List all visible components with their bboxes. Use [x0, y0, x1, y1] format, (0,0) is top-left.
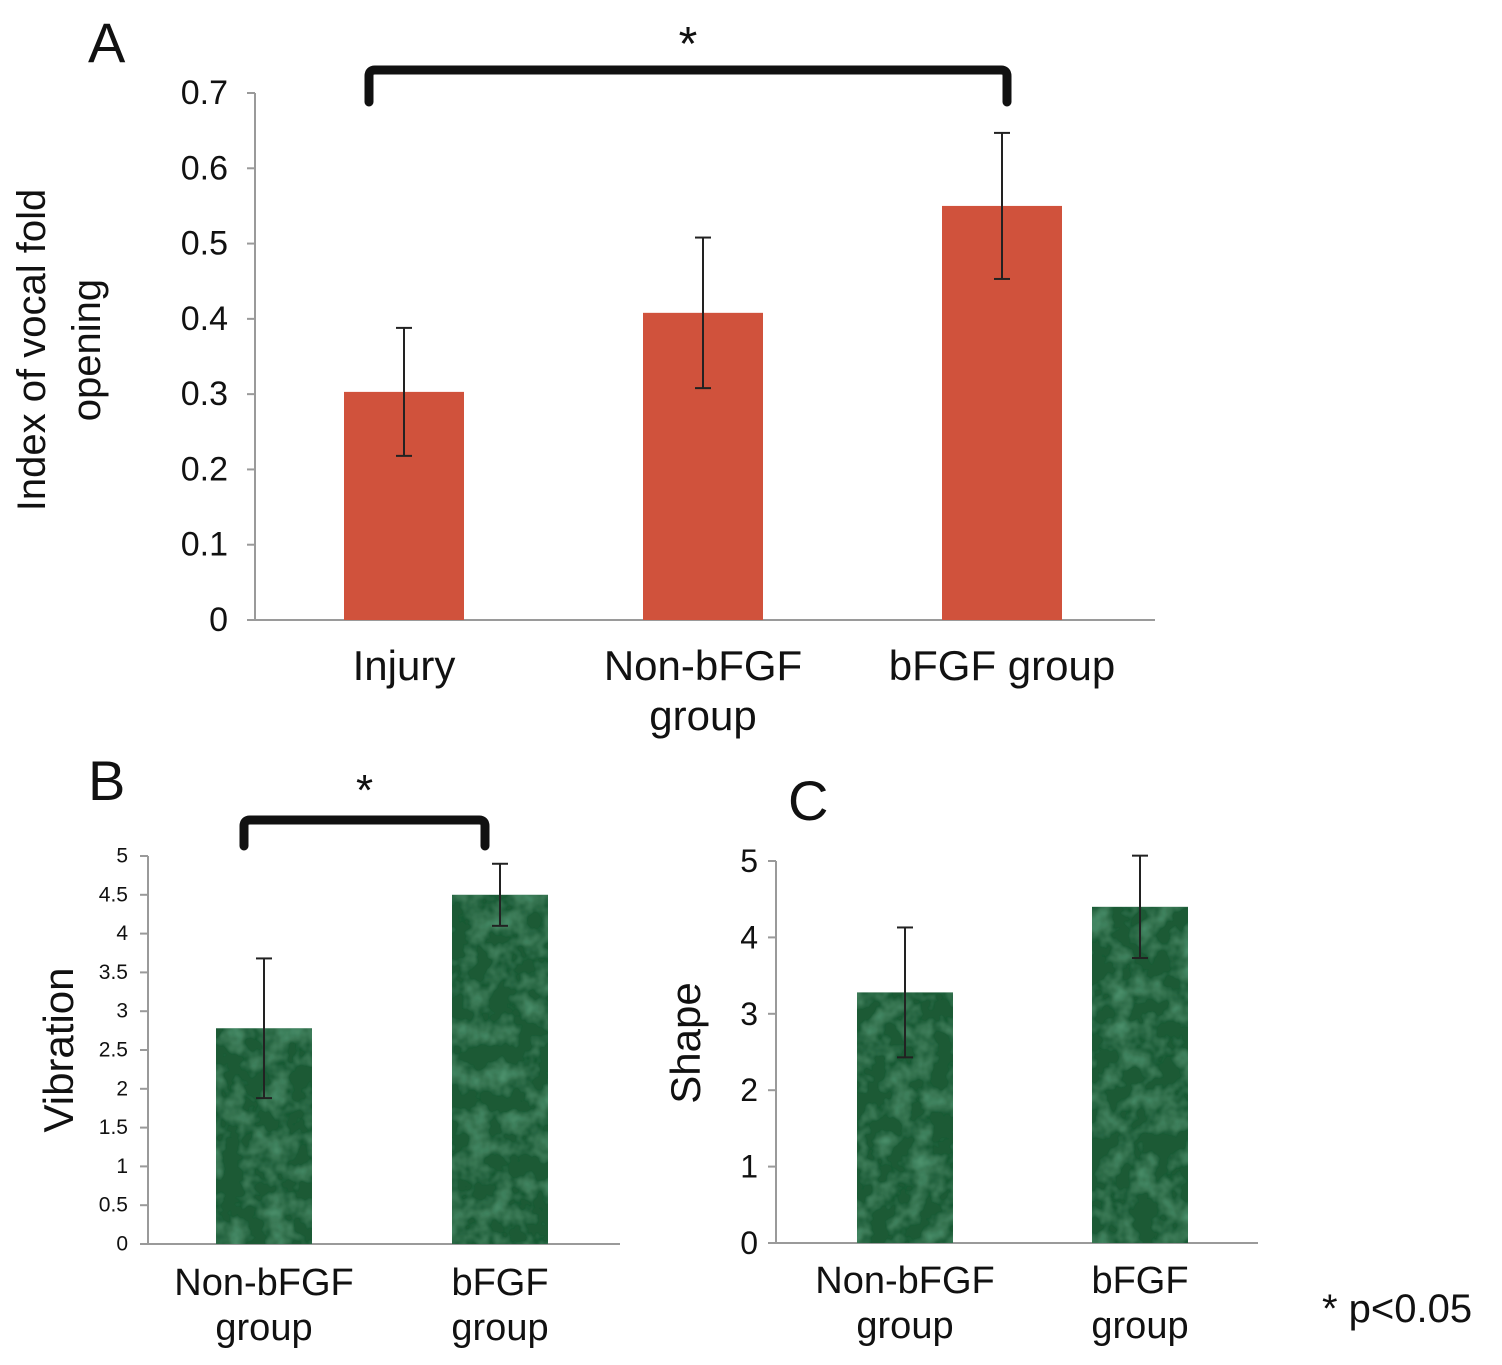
- x-category-label-line: Non-bFGF: [174, 1262, 353, 1304]
- y-axis-label-line: opening: [65, 279, 109, 421]
- y-tick-label: 0.3: [181, 375, 228, 413]
- x-category-label-line: group: [451, 1307, 548, 1349]
- y-tick-label: 4: [116, 922, 128, 945]
- y-tick-label: 3: [116, 1000, 128, 1023]
- x-category-label-line: bFGF: [1091, 1260, 1188, 1302]
- significance-mark: *: [356, 766, 373, 815]
- x-category-label: bFGF group: [1091, 1260, 1188, 1347]
- y-axis-label-line: Vibration: [35, 967, 82, 1132]
- y-tick-label: 2: [740, 1072, 758, 1108]
- y-tick-label: 0: [116, 1233, 128, 1256]
- x-category-label-line: Injury: [353, 642, 456, 689]
- y-tick-label: 1.5: [99, 1116, 128, 1139]
- x-category-label-line: bFGF: [451, 1262, 548, 1304]
- bar: [1092, 906, 1188, 1243]
- y-tick-label: 3: [740, 996, 758, 1032]
- significance-bracket: [239, 815, 490, 851]
- y-tick-label: 4: [740, 919, 758, 955]
- y-axis-label-line: Index of vocal fold: [10, 189, 54, 511]
- x-category-label-line: Non-bFGF: [815, 1260, 994, 1302]
- x-category-label: Non-bFGF group: [815, 1260, 994, 1347]
- panel-letter: C: [788, 769, 828, 832]
- y-tick-label: 0.2: [181, 450, 228, 488]
- y-tick-label: 2: [116, 1077, 128, 1100]
- x-category-label: Non-bFGF group: [174, 1262, 353, 1349]
- y-tick-label: 4.5: [99, 883, 128, 906]
- x-category-label-line: Non-bFGF: [604, 642, 802, 689]
- y-tick-label: 0.5: [99, 1194, 128, 1217]
- panel-letter: B: [88, 749, 125, 812]
- significance-bracket: [364, 65, 1012, 107]
- y-tick-label: 3.5: [99, 961, 128, 984]
- x-category-label: bFGF group: [889, 642, 1115, 689]
- x-category-label-line: group: [649, 692, 756, 739]
- panel-letter: A: [88, 11, 126, 74]
- x-category-label: Injury: [353, 642, 456, 689]
- y-tick-label: 0.4: [181, 300, 228, 338]
- x-category-label-line: bFGF group: [889, 642, 1115, 689]
- y-tick-label: 0: [740, 1225, 758, 1261]
- panel-a-chart: A 0 0.1 0.2 0.3 0.4 0.5 0.6 0.7 Index of vocal fo…: [10, 11, 1155, 739]
- y-tick-label: 0.1: [181, 526, 228, 564]
- x-category-label: bFGF group: [451, 1262, 548, 1349]
- y-tick-label: 0.5: [181, 225, 228, 263]
- significance-mark: *: [679, 18, 698, 71]
- y-axis-label: Vibration: [35, 967, 82, 1132]
- x-category-label-line: group: [1091, 1305, 1188, 1347]
- y-tick-label: 5: [116, 845, 128, 868]
- y-tick-label: 5: [740, 843, 758, 879]
- y-axis-label: Shape: [662, 982, 709, 1103]
- y-axis-label-line: Shape: [662, 982, 709, 1103]
- y-tick-label: 0.6: [181, 149, 228, 187]
- significance-footnote: * p<0.05: [1322, 1287, 1472, 1331]
- y-tick-label: 0: [209, 601, 228, 639]
- y-axis-label: Index of vocal fold opening: [10, 189, 109, 511]
- y-tick-label: 0.7: [181, 74, 228, 112]
- x-category-label-line: group: [856, 1305, 953, 1347]
- x-category-label: Non-bFGF group: [604, 642, 802, 739]
- bar: [452, 894, 548, 1244]
- y-tick-label: 1: [116, 1155, 128, 1178]
- x-category-label-line: group: [215, 1307, 312, 1349]
- y-tick-label: 2.5: [99, 1039, 128, 1062]
- y-tick-label: 1: [740, 1149, 758, 1185]
